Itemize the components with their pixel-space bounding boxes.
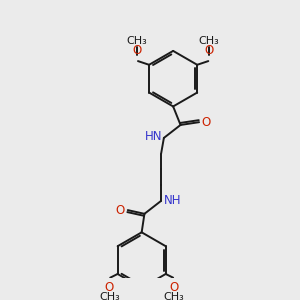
Text: O: O <box>132 44 142 57</box>
Text: CH₃: CH₃ <box>99 292 120 300</box>
Text: CH₃: CH₃ <box>199 36 220 46</box>
Text: HN: HN <box>145 130 162 143</box>
Text: O: O <box>105 281 114 294</box>
Text: O: O <box>202 116 211 129</box>
Text: O: O <box>116 204 125 217</box>
Text: O: O <box>205 44 214 57</box>
Text: NH: NH <box>164 194 182 207</box>
Text: O: O <box>169 281 179 294</box>
Text: CH₃: CH₃ <box>164 292 184 300</box>
Text: CH₃: CH₃ <box>127 36 147 46</box>
